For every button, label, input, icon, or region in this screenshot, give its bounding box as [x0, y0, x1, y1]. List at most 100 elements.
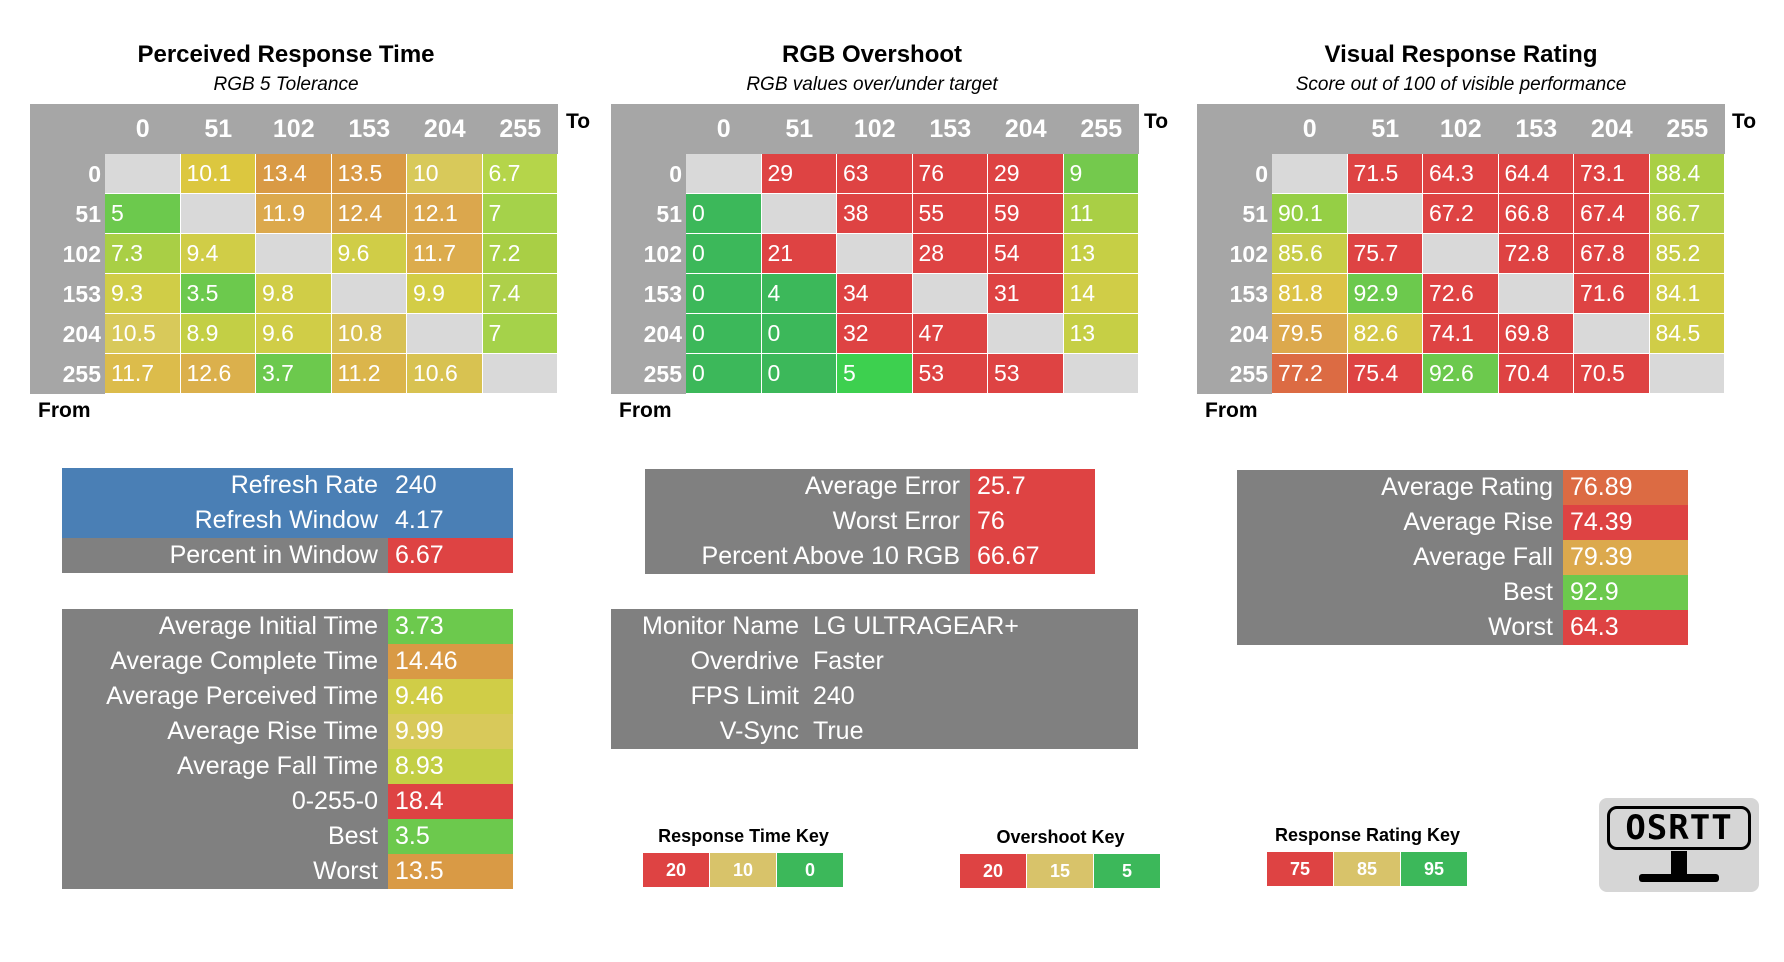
stat-label: Worst — [1237, 610, 1563, 645]
heatmap-cell-empty — [180, 194, 256, 234]
heatmap-cell: 31 — [988, 274, 1064, 314]
heatmap-cell: 9.9 — [407, 274, 483, 314]
column-header: 102 — [1439, 114, 1482, 143]
heatmap-cell: 3.5 — [180, 274, 256, 314]
column-header: 204 — [423, 114, 466, 143]
heatmap-cell: 7.4 — [482, 274, 558, 314]
heatmap-cell: 6.7 — [482, 154, 558, 194]
column-header: 153 — [1515, 114, 1558, 143]
heatmap-cell: 9 — [1063, 154, 1139, 194]
heatmap-cell: 67.4 — [1574, 194, 1650, 234]
column-header: 0 — [716, 114, 731, 143]
heatmap-cell: 9.3 — [105, 274, 181, 314]
heatmap-cell-empty — [482, 354, 558, 394]
heatmap-cell-empty — [256, 234, 332, 274]
refresh-table: Refresh Rate 240 Refresh Window 4.17 Percent… — [62, 468, 513, 573]
heatmap-cell: 0 — [761, 354, 837, 394]
stat-row: Best 3.5 — [62, 819, 513, 854]
row-header: 255 — [643, 360, 682, 387]
heatmap-cell-empty — [1347, 194, 1423, 234]
key-title: Overshoot Key — [996, 827, 1125, 847]
stat-label: Worst — [62, 854, 388, 889]
heatmap-cell: 72.6 — [1423, 274, 1499, 314]
heatmap-cell: 12.1 — [407, 194, 483, 234]
heatmap-cell: 38 — [837, 194, 913, 234]
x-axis-label: To — [1144, 110, 1169, 133]
row-header: 204 — [643, 320, 682, 347]
stat-label: Average Rating — [1237, 470, 1563, 505]
key-cells: 20 15 5 — [960, 854, 1161, 888]
monitor-icon — [1639, 851, 1719, 882]
stat-row: Worst Error 76 — [645, 504, 1095, 539]
heatmap-cell: 92.9 — [1347, 274, 1423, 314]
heatmap-cell: 8.9 — [180, 314, 256, 354]
heatmap-cell: 0 — [686, 234, 762, 274]
chart-subtitle: RGB values over/under target — [746, 74, 998, 95]
info-row: FPS Limit 240 — [611, 679, 1138, 714]
row-header: 153 — [1229, 280, 1268, 307]
heatmap-cell: 75.4 — [1347, 354, 1423, 394]
key-cell: 20 — [643, 853, 710, 887]
heatmap-cell: 92.6 — [1423, 354, 1499, 394]
key-cells: 75 85 95 — [1267, 852, 1468, 886]
stat-value: 240 — [388, 468, 513, 503]
stat-row: Average Error 25.7 — [645, 469, 1095, 504]
heatmap-cell-empty — [1498, 274, 1574, 314]
heatmap-cell: 9.6 — [256, 314, 332, 354]
row-header: 102 — [643, 240, 682, 267]
stat-value: 6.67 — [388, 538, 513, 573]
stat-row: Best 92.9 — [1237, 575, 1688, 610]
heatmap-cell-empty — [1649, 354, 1725, 394]
heatmap-cell: 70.5 — [1574, 354, 1650, 394]
heatmap-cell: 84.5 — [1649, 314, 1725, 354]
heatmap-cell: 84.1 — [1649, 274, 1725, 314]
column-header: 102 — [853, 114, 896, 143]
heatmap-cell: 67.2 — [1423, 194, 1499, 234]
heatmap-cell: 13.4 — [256, 154, 332, 194]
row-header: 51 — [656, 200, 682, 227]
stat-row: Percent in Window 6.67 — [62, 538, 513, 573]
key-cell: 95 — [1401, 852, 1468, 886]
stat-label: Average Perceived Time — [62, 679, 388, 714]
heatmap-cell: 11.9 — [256, 194, 332, 234]
heatmap-cell: 14 — [1063, 274, 1139, 314]
heatmap-cell: 81.8 — [1272, 274, 1348, 314]
stat-value: 79.39 — [1563, 540, 1688, 575]
column-header: 0 — [135, 114, 150, 143]
stat-label: Average Rise — [1237, 505, 1563, 540]
stat-value: 13.5 — [388, 854, 513, 889]
heatmap-cell: 71.5 — [1347, 154, 1423, 194]
heatmap-cell: 66.8 — [1498, 194, 1574, 234]
key-title: Response Rating Key — [1274, 825, 1461, 845]
stat-value: 9.99 — [388, 714, 513, 749]
heatmap-cell: 77.2 — [1272, 354, 1348, 394]
heatmap-cell: 75.7 — [1347, 234, 1423, 274]
time-table: Average Initial Time 3.73 Average Complete… — [62, 609, 513, 889]
stat-label: Average Rise Time — [62, 714, 388, 749]
heatmap-cell: 0 — [686, 194, 762, 234]
column-header: 51 — [785, 114, 814, 143]
heatmap-cell-empty — [1272, 154, 1348, 194]
row-header: 0 — [1255, 160, 1268, 187]
stat-label: Average Fall Time — [62, 749, 388, 784]
heatmap-cell: 70.4 — [1498, 354, 1574, 394]
stat-row: Average Rise 74.39 — [1237, 505, 1688, 540]
stat-label: Refresh Window — [62, 503, 388, 538]
key-cell: 15 — [1027, 854, 1094, 888]
heatmap-cell: 13 — [1063, 234, 1139, 274]
heatmap-cell: 28 — [912, 234, 988, 274]
heatmap-cell: 72.8 — [1498, 234, 1574, 274]
monitor-info-table: Monitor Name LG ULTRAGEAR+ Overdrive Faster… — [611, 609, 1138, 749]
row-header: 153 — [62, 280, 101, 307]
heatmap-cell: 67.8 — [1574, 234, 1650, 274]
heatmap-cell: 64.4 — [1498, 154, 1574, 194]
stat-label: Average Error — [645, 469, 970, 504]
heatmap-cell: 7.3 — [105, 234, 181, 274]
heatmap-cell: 11.2 — [331, 354, 407, 394]
column-header: 255 — [1666, 114, 1709, 143]
stat-label: Average Complete Time — [62, 644, 388, 679]
heatmap-cell-empty — [105, 154, 181, 194]
info-row: Overdrive Faster — [611, 644, 1138, 679]
heatmap-cell: 5 — [105, 194, 181, 234]
heatmap-cell: 7 — [482, 314, 558, 354]
